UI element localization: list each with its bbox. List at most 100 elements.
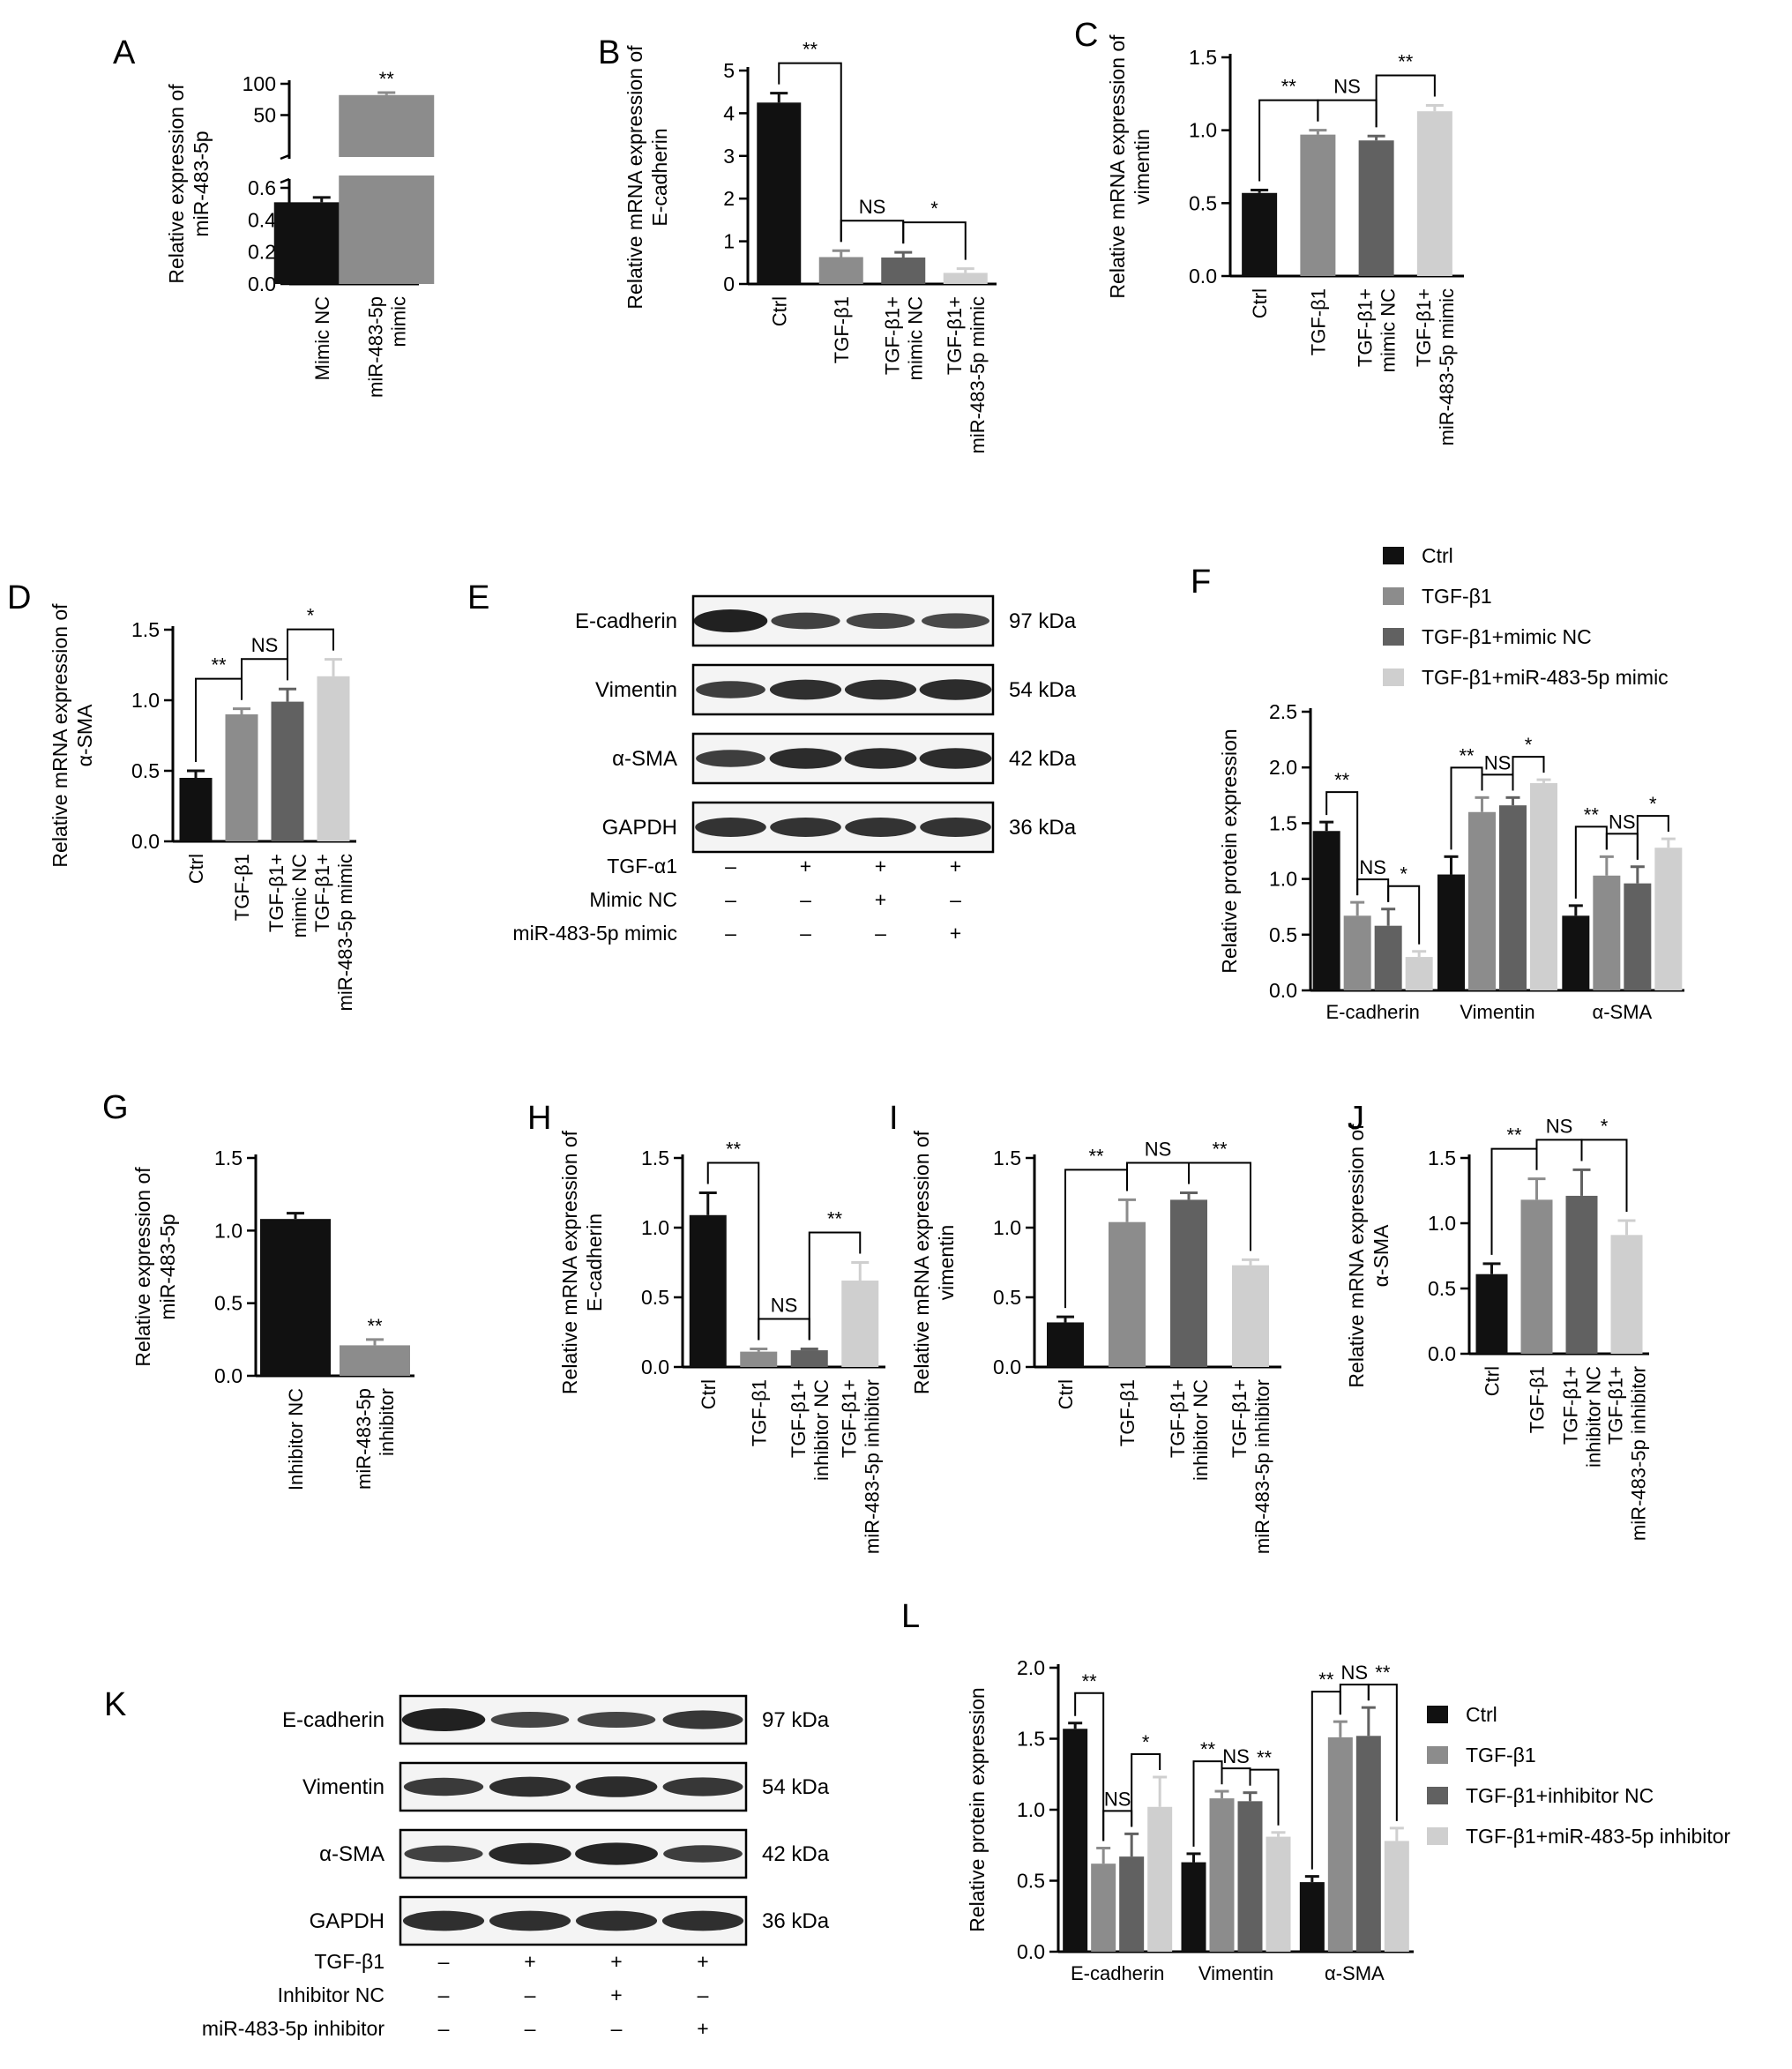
legend-entry: TGF-β1 [1422, 585, 1492, 608]
category-label: miR-483-5p [353, 1388, 375, 1490]
category-label: miR-483-5p mimic [1436, 288, 1458, 445]
y-axis-label: Relative mRNA expression of [558, 1130, 581, 1394]
treatment-mark: + [950, 922, 961, 945]
significance-bracket [840, 220, 905, 244]
significance-bracket [758, 1318, 810, 1341]
protein-band [404, 1845, 483, 1863]
bar-2 [818, 257, 863, 284]
y-tick-label: 3 [723, 145, 735, 168]
category-label: TGF-β1+ [881, 296, 903, 375]
protein-band [845, 818, 916, 837]
category-label: Mimic NC [311, 296, 333, 380]
significance-marker: ** [1584, 803, 1600, 825]
y-axis-label: Relative protein expression [966, 1687, 989, 1931]
treatment-mark: – [438, 1983, 450, 2006]
bar-1 [179, 778, 213, 841]
category-label: TGF-β1+ inhibitor NC [1560, 1366, 1605, 1468]
significance-marker: NS [859, 196, 886, 218]
protein-band [922, 613, 989, 629]
category-label: TGF-β1+ [1605, 1366, 1627, 1445]
category-label: inhibitor NC [810, 1379, 833, 1481]
category-label: Inhibitor NC [285, 1388, 307, 1490]
significance-bracket [1375, 74, 1436, 128]
treatment-mark: – [698, 1983, 709, 2006]
y-axis-label: vimentin [1131, 129, 1154, 205]
treatment-label: Inhibitor NC [278, 1983, 385, 2006]
category-label: Inhibitor NC [285, 1388, 307, 1490]
category-label: TGF-β1 [831, 296, 853, 363]
category-label: TGF-β1+ miR-483-5p inhibitor [1605, 1366, 1650, 1541]
category-label: TGF-β1+ inhibitor NC [1167, 1379, 1212, 1481]
significance-marker: ** [1459, 744, 1475, 766]
treatment-mark: – [800, 888, 811, 911]
significance-marker: NS [1333, 76, 1361, 98]
legend-entry: TGF-β1+miR-483-5p inhibitor [1466, 1825, 1731, 1848]
panel-letter-c: C [1074, 17, 1098, 54]
bar-3 [881, 257, 926, 284]
bar-1 [757, 102, 802, 284]
y-tick-label: 1.0 [214, 1219, 243, 1242]
category-label: TGF-β1 [231, 854, 253, 921]
y-axis-label: Relative mRNA expression of [1345, 1124, 1368, 1388]
protein-band [920, 818, 991, 837]
treatment-mark: – [875, 922, 886, 945]
protein-band [844, 748, 917, 769]
bar-2-lower [339, 176, 435, 284]
y-tick-label: 1.0 [1269, 868, 1297, 891]
significance-bracket [1102, 1810, 1133, 1841]
y-tick-label: 0.6 [248, 176, 276, 199]
y-tick-label: 1.0 [1428, 1212, 1456, 1235]
y-tick-label: 0.0 [641, 1356, 669, 1378]
blot-row-label: GAPDH [310, 1909, 385, 1933]
protein-band [696, 681, 765, 698]
significance-marker: ** [1281, 76, 1297, 98]
y-axis-label: Relative mRNA expression of E-cadherin [623, 45, 671, 310]
y-tick-label: 0.0 [1428, 1342, 1456, 1365]
y-tick-label: 4 [723, 101, 735, 124]
protein-band [695, 818, 766, 837]
legend-entry: TGF-β1 [1466, 1744, 1536, 1766]
bar-tgf-3 [1327, 1737, 1353, 1952]
y-tick-label: 1.5 [993, 1147, 1021, 1169]
protein-band [919, 679, 992, 700]
y-tick-label: 1.5 [1017, 1728, 1045, 1751]
bar-3 [1565, 1195, 1598, 1354]
treatment-label: miR-483-5p mimic [512, 922, 677, 945]
category-label: inhibitor NC [1583, 1366, 1605, 1468]
category-label: TGF-β1+ miR-483-5p inhibitor [1228, 1379, 1273, 1554]
category-label: TGF-β1+ [944, 296, 966, 375]
category-label: miR-483-5p mimic [967, 296, 989, 453]
category-label: TGF-β1+ [265, 854, 287, 932]
category-label: mimic NC [1378, 288, 1400, 372]
category-label: Vimentin [1460, 1001, 1534, 1023]
y-tick-label: 0 [723, 273, 735, 295]
y-tick-label: 50 [253, 104, 276, 127]
bar-treat-3 [1654, 848, 1683, 990]
y-axis-label: Relative expression of [131, 1167, 154, 1367]
treatment-mark: + [524, 1950, 535, 1973]
category-label: Ctrl [768, 296, 790, 326]
protein-band [490, 1712, 570, 1728]
significance-bracket [241, 658, 288, 700]
bar-4 [1610, 1235, 1643, 1354]
category-label: Ctrl [1482, 1366, 1504, 1396]
category-label: TGF-β1+ mimic NC [881, 296, 926, 380]
category-label: E-cadherin [1325, 1001, 1419, 1023]
molecular-weight-label: 36 kDa [762, 1909, 830, 1933]
panel-letter-h: H [527, 1100, 551, 1137]
significance-bracket [706, 1161, 760, 1341]
panel-letter-b: B [598, 34, 620, 71]
protein-band [403, 1777, 484, 1796]
category-label: TGF-β1+ miR-483-5p mimic [944, 296, 989, 453]
y-axis-label: E-cadherin [583, 1214, 606, 1311]
y-axis-label: Relative protein expression [1218, 728, 1241, 973]
bar-ctrl-3 [1299, 1882, 1325, 1952]
molecular-weight-label: 42 kDa [1009, 747, 1077, 771]
significance-marker: * [1400, 863, 1407, 885]
significance-bracket [1636, 815, 1669, 860]
bar-4 [1416, 111, 1452, 276]
y-tick-label: 2.5 [1269, 700, 1297, 723]
significance-marker: NS [1341, 1662, 1369, 1684]
significance-bracket [1512, 756, 1545, 791]
bar-3 [271, 701, 304, 841]
